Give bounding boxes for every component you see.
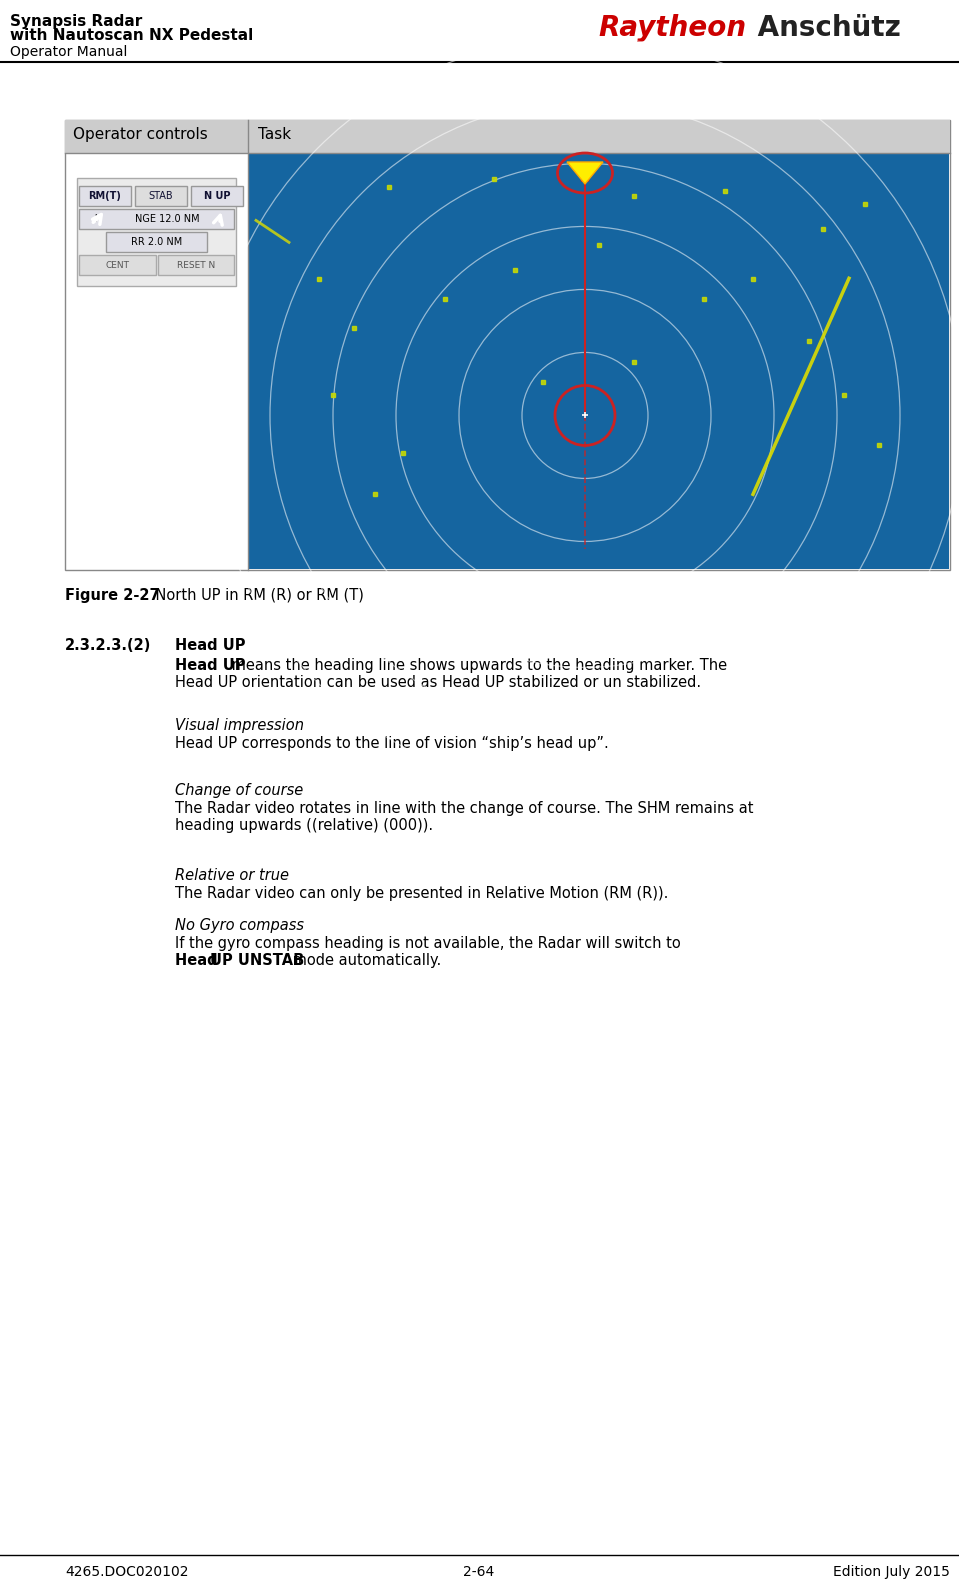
Polygon shape bbox=[567, 162, 603, 185]
Text: Change of course: Change of course bbox=[175, 783, 303, 799]
Text: Head UP orientation can be used as Head UP stabilized or un stabilized.: Head UP orientation can be used as Head … bbox=[175, 675, 701, 690]
Bar bbox=[157, 255, 234, 275]
Text: The Radar video can only be presented in Relative Motion (RM (R)).: The Radar video can only be presented in… bbox=[175, 886, 668, 901]
Text: NGE 12.0 NM: NGE 12.0 NM bbox=[135, 215, 199, 224]
Text: Figure 2-27: Figure 2-27 bbox=[65, 589, 159, 603]
Text: Head UP: Head UP bbox=[175, 659, 246, 673]
Text: 2.3.2.3.(2): 2.3.2.3.(2) bbox=[65, 638, 152, 652]
Text: RM(T): RM(T) bbox=[88, 191, 122, 200]
Bar bbox=[65, 119, 950, 570]
Text: No Gyro compass: No Gyro compass bbox=[175, 918, 304, 932]
Text: with Nautoscan NX Pedestal: with Nautoscan NX Pedestal bbox=[10, 29, 253, 43]
Text: UP UNSTAB: UP UNSTAB bbox=[210, 953, 304, 967]
Text: Raytheon: Raytheon bbox=[598, 14, 746, 41]
Text: Operator controls: Operator controls bbox=[73, 127, 208, 142]
Text: heading upwards ((relative) (000)).: heading upwards ((relative) (000)). bbox=[175, 818, 433, 834]
Text: Relative or true: Relative or true bbox=[175, 869, 289, 883]
Text: Head UP: Head UP bbox=[175, 638, 246, 652]
Text: CENT: CENT bbox=[105, 261, 129, 269]
Bar bbox=[79, 186, 131, 205]
Text: +: + bbox=[91, 213, 102, 226]
Text: RESET N: RESET N bbox=[176, 261, 215, 269]
Text: Head: Head bbox=[175, 953, 222, 967]
Text: Task: Task bbox=[258, 127, 292, 142]
Text: RR 2.0 NM: RR 2.0 NM bbox=[130, 237, 182, 247]
Bar bbox=[65, 119, 950, 153]
Bar bbox=[191, 186, 243, 205]
Bar bbox=[77, 178, 236, 286]
Text: STAB: STAB bbox=[149, 191, 174, 200]
Text: Head UP corresponds to the line of vision “ship’s head up”.: Head UP corresponds to the line of visio… bbox=[175, 737, 609, 751]
Text: Synapsis Radar: Synapsis Radar bbox=[10, 14, 142, 29]
Text: Edition July 2015: Edition July 2015 bbox=[833, 1566, 950, 1578]
Text: N UP: N UP bbox=[203, 191, 230, 200]
Bar bbox=[135, 186, 187, 205]
Bar bbox=[79, 208, 234, 229]
Text: If the gyro compass heading is not available, the Radar will switch to: If the gyro compass heading is not avail… bbox=[175, 936, 681, 951]
Text: Visual impression: Visual impression bbox=[175, 718, 304, 733]
Text: mode automatically.: mode automatically. bbox=[288, 953, 441, 967]
Text: North UP in RM (R) or RM (T): North UP in RM (R) or RM (T) bbox=[137, 589, 363, 603]
Text: Anschütz: Anschütz bbox=[748, 14, 901, 41]
Bar bbox=[79, 255, 155, 275]
Text: Operator Manual: Operator Manual bbox=[10, 45, 128, 59]
Bar bbox=[105, 232, 207, 251]
Text: 4265.DOC020102: 4265.DOC020102 bbox=[65, 1566, 189, 1578]
Text: 2-64: 2-64 bbox=[463, 1566, 495, 1578]
Bar bbox=[249, 154, 949, 570]
Text: means the heading line shows upwards to the heading marker. The: means the heading line shows upwards to … bbox=[227, 659, 727, 673]
Text: The Radar video rotates in line with the change of course. The SHM remains at: The Radar video rotates in line with the… bbox=[175, 800, 754, 816]
